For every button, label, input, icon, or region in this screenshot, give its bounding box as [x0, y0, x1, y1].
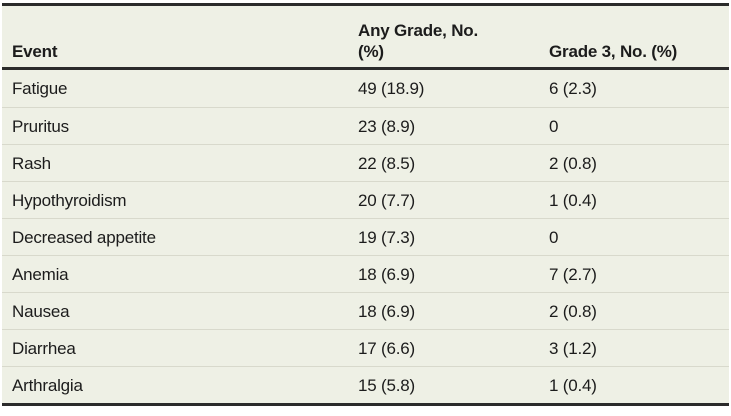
table-header-row: Event Any Grade, No. (%) Grade 3, No. (%…	[2, 6, 729, 70]
any-grade-cell: 15 (5.8)	[358, 376, 415, 395]
any-grade-cell: 17 (6.6)	[358, 339, 415, 358]
grade3-cell: 1 (0.4)	[549, 191, 597, 210]
event-cell: Fatigue	[12, 79, 68, 98]
column-header-any-grade: Any Grade, No. (%)	[358, 20, 549, 62]
column-header-grade3-label: Grade 3, No. (%)	[549, 42, 678, 61]
event-cell: Rash	[12, 154, 51, 173]
column-header-event-label: Event	[12, 42, 58, 61]
event-cell: Nausea	[12, 302, 70, 321]
event-cell: Arthralgia	[12, 376, 83, 395]
any-grade-cell: 20 (7.7)	[358, 191, 415, 210]
any-grade-cell: 18 (6.9)	[358, 265, 415, 284]
event-cell: Decreased appetite	[12, 228, 156, 247]
table-row: Diarrhea 17 (6.6) 3 (1.2)	[2, 329, 729, 366]
table-row: Nausea 18 (6.9) 2 (0.8)	[2, 292, 729, 329]
table-row: Fatigue 49 (18.9) 6 (2.3)	[2, 70, 729, 107]
table-row: Hypothyroidism 20 (7.7) 1 (0.4)	[2, 181, 729, 218]
grade3-cell: 2 (0.8)	[549, 154, 597, 173]
grade3-cell: 3 (1.2)	[549, 339, 597, 358]
table-row: Rash 22 (8.5) 2 (0.8)	[2, 144, 729, 181]
table-row: Pruritus 23 (8.9) 0	[2, 107, 729, 144]
event-cell: Anemia	[12, 265, 69, 284]
grade3-cell: 0	[549, 228, 559, 247]
table-row: Arthralgia 15 (5.8) 1 (0.4)	[2, 366, 729, 403]
event-cell: Pruritus	[12, 117, 69, 136]
adverse-events-table: Event Any Grade, No. (%) Grade 3, No. (%…	[2, 3, 729, 406]
grade3-cell: 6 (2.3)	[549, 79, 597, 98]
event-cell: Diarrhea	[12, 339, 76, 358]
any-grade-cell: 23 (8.9)	[358, 117, 415, 136]
any-grade-cell: 22 (8.5)	[358, 154, 415, 173]
column-header-any-grade-line2: (%)	[358, 42, 384, 61]
event-cell: Hypothyroidism	[12, 191, 127, 210]
grade3-cell: 0	[549, 117, 559, 136]
table-row: Anemia 18 (6.9) 7 (2.7)	[2, 255, 729, 292]
any-grade-cell: 18 (6.9)	[358, 302, 415, 321]
any-grade-cell: 49 (18.9)	[358, 79, 425, 98]
column-header-any-grade-line1: Any Grade, No.	[358, 21, 479, 40]
column-header-event: Event	[12, 41, 358, 62]
table-row: Decreased appetite 19 (7.3) 0	[2, 218, 729, 255]
grade3-cell: 1 (0.4)	[549, 376, 597, 395]
any-grade-cell: 19 (7.3)	[358, 228, 415, 247]
grade3-cell: 7 (2.7)	[549, 265, 597, 284]
column-header-grade3: Grade 3, No. (%)	[549, 41, 729, 62]
grade3-cell: 2 (0.8)	[549, 302, 597, 321]
